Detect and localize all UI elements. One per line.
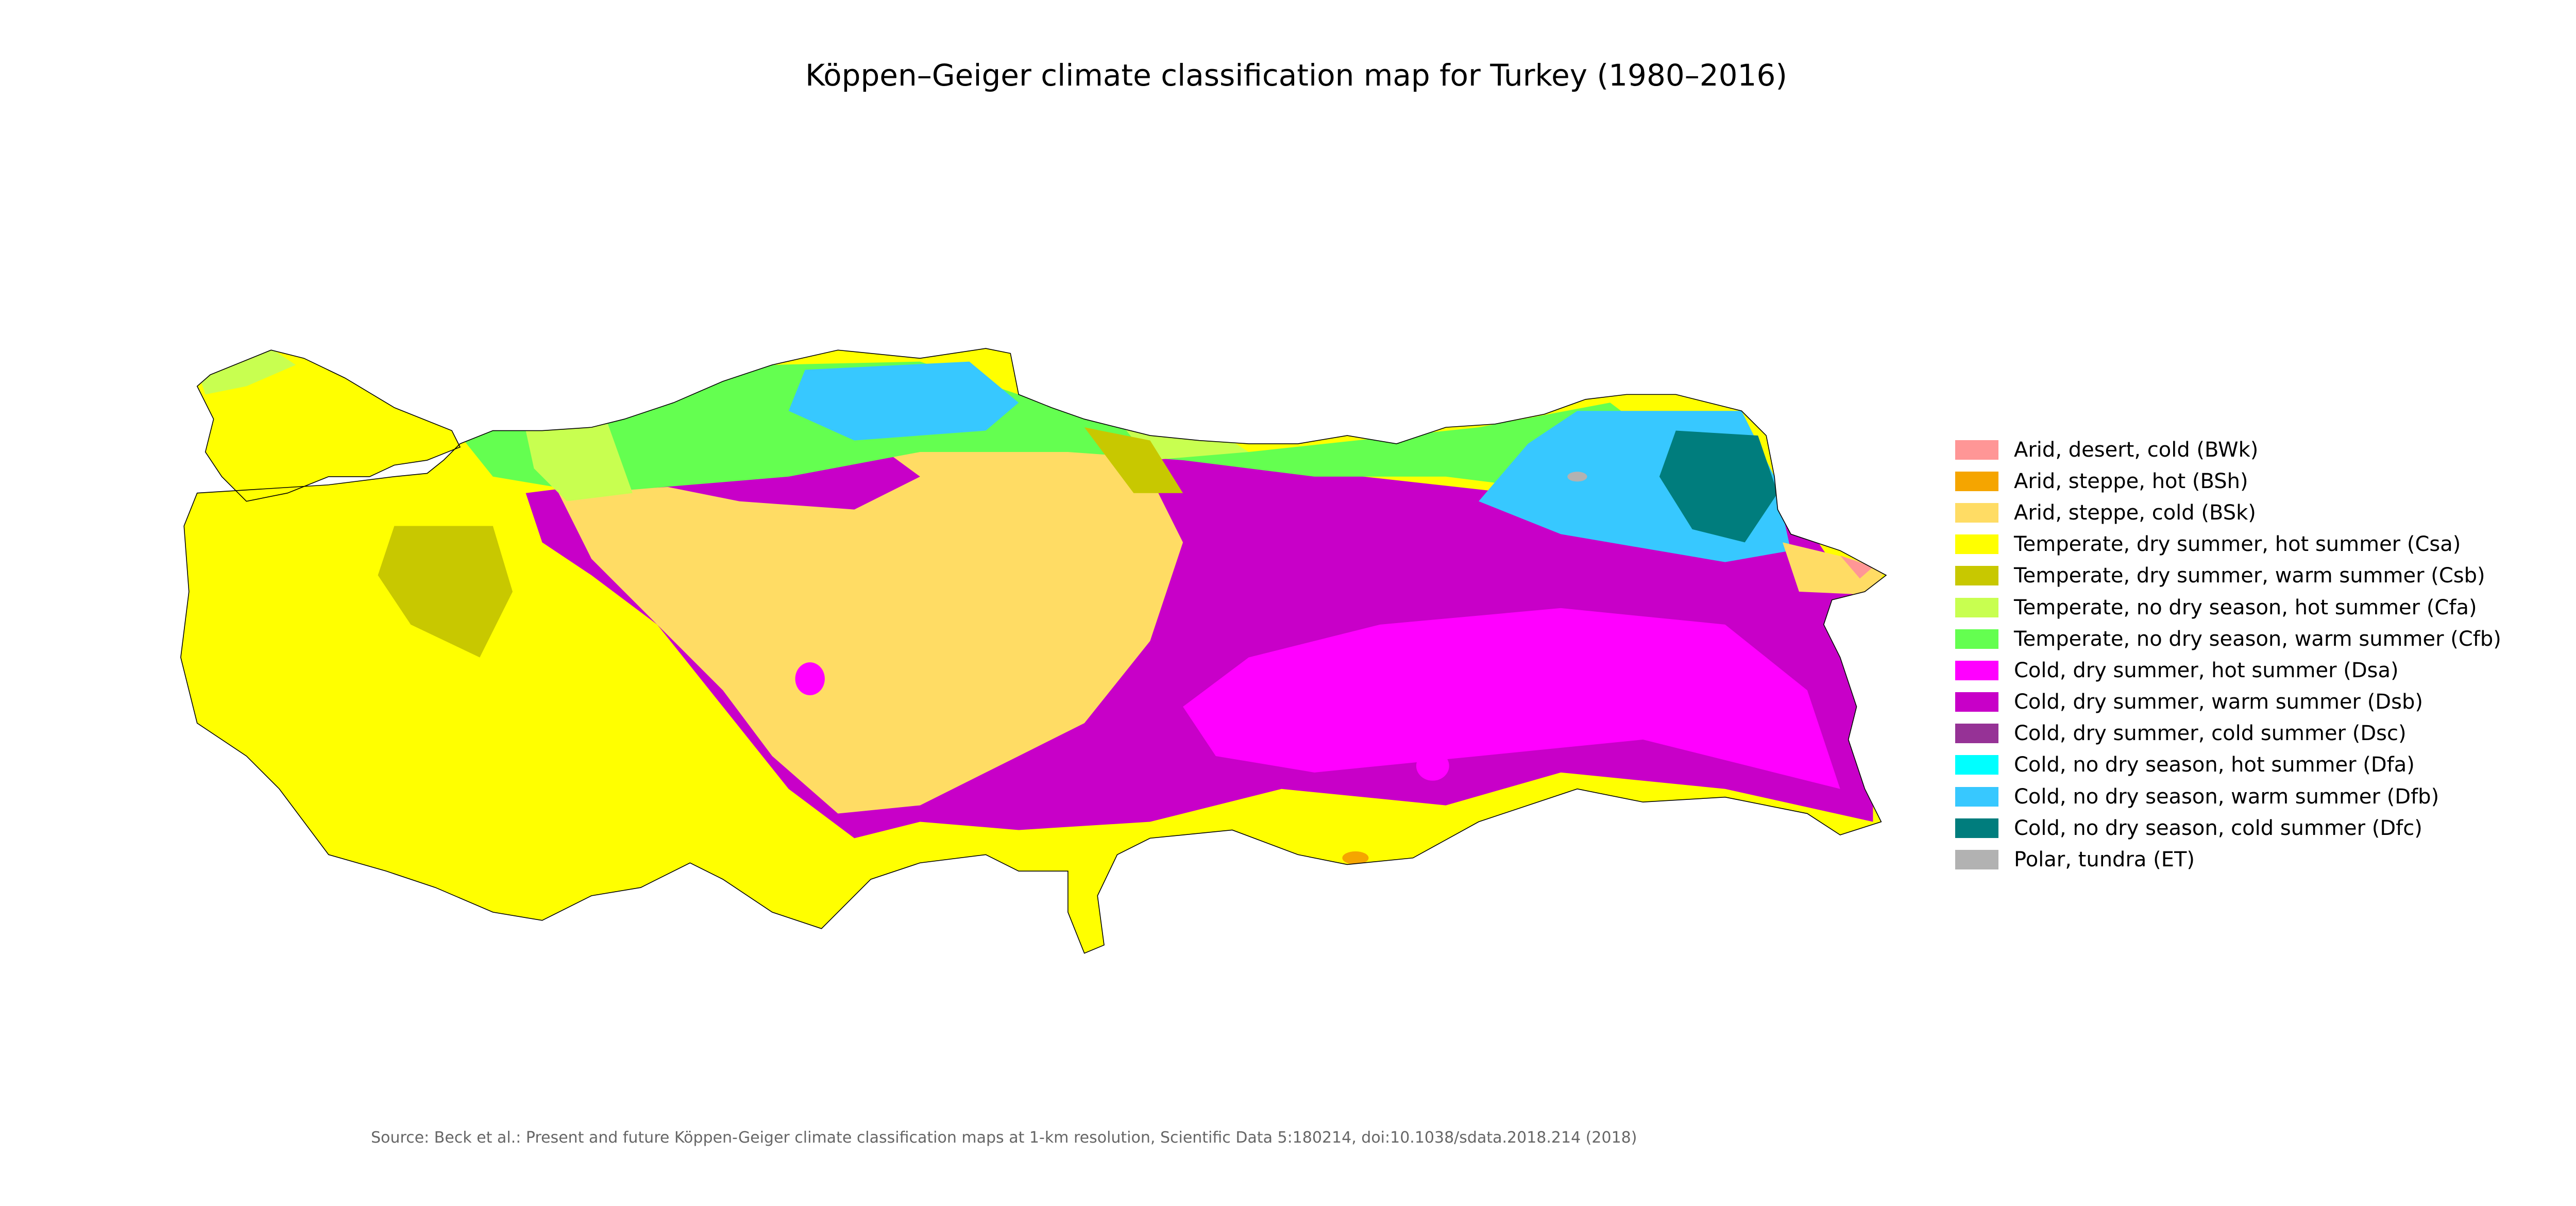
legend-swatch	[1955, 660, 1998, 680]
legend-item-csb: Temperate, dry summer, warm summer (Csb)	[1955, 560, 2501, 592]
legend-item-cfa: Temperate, no dry season, hot summer (Cf…	[1955, 592, 2501, 623]
legend-label: Cold, dry summer, warm summer (Dsb)	[2014, 690, 2423, 714]
legend-item-bsh: Arid, steppe, hot (BSh)	[1955, 465, 2501, 497]
legend-swatch	[1955, 629, 1998, 649]
legend-item-bsk: Arid, steppe, cold (BSk)	[1955, 497, 2501, 528]
legend-item-bwk: Arid, desert, cold (BWk)	[1955, 434, 2501, 465]
legend-label: Temperate, no dry season, hot summer (Cf…	[2014, 595, 2477, 619]
zone-dfc	[1659, 430, 1778, 543]
legend-label: Cold, no dry season, warm summer (Dfb)	[2014, 784, 2439, 809]
map-title: Köppen–Geiger climate classification map…	[805, 58, 1787, 93]
zone-csb-north	[1084, 427, 1183, 493]
legend-swatch	[1955, 502, 1998, 523]
legend-label: Arid, desert, cold (BWk)	[2014, 438, 2259, 462]
legend-swatch	[1955, 440, 1998, 460]
legend-item-dsa: Cold, dry summer, hot summer (Dsa)	[1955, 655, 2501, 686]
zone-cfb	[460, 361, 1643, 493]
legend-label: Cold, dry summer, hot summer (Dsa)	[2014, 658, 2399, 682]
zone-dsa	[1183, 608, 1840, 789]
zone-bsk	[558, 424, 1183, 814]
legend: Arid, desert, cold (BWk) Arid, steppe, ho…	[1955, 434, 2501, 876]
zone-dfb	[788, 361, 1019, 441]
legend-label: Temperate, no dry season, warm summer (C…	[2014, 627, 2501, 651]
zone-bwk	[1840, 555, 1873, 579]
zone-dsa-patch	[1416, 751, 1449, 781]
legend-swatch	[1955, 786, 1998, 807]
legend-swatch	[1955, 566, 1998, 586]
legend-swatch	[1955, 534, 1998, 555]
legend-item-dfc: Cold, no dry season, cold summer (Dfc)	[1955, 812, 2501, 844]
legend-swatch	[1955, 692, 1998, 712]
legend-label: Cold, no dry season, cold summer (Dfc)	[2014, 816, 2422, 840]
zone-dsa-patch	[795, 662, 825, 695]
legend-label: Temperate, dry summer, hot summer (Csa)	[2014, 532, 2461, 557]
legend-label: Cold, dry summer, cold summer (Dsc)	[2014, 722, 2406, 746]
legend-item-dsb: Cold, dry summer, warm summer (Dsb)	[1955, 686, 2501, 718]
zone-bsh	[1342, 851, 1369, 865]
legend-label: Temperate, dry summer, warm summer (Csb)	[2014, 564, 2485, 588]
legend-item-dfb: Cold, no dry season, warm summer (Dfb)	[1955, 781, 2501, 812]
legend-swatch	[1955, 597, 1998, 617]
legend-item-csa: Temperate, dry summer, hot summer (Csa)	[1955, 529, 2501, 560]
legend-label: Polar, tundra (ET)	[2014, 848, 2195, 872]
legend-item-dfa: Cold, no dry season, hot summer (Dfa)	[1955, 749, 2501, 781]
zone-et	[1567, 472, 1587, 482]
legend-item-cfb: Temperate, no dry season, warm summer (C…	[1955, 623, 2501, 655]
legend-item-et: Polar, tundra (ET)	[1955, 844, 2501, 875]
legend-label: Arid, steppe, cold (BSk)	[2014, 500, 2256, 525]
legend-item-dsc: Cold, dry summer, cold summer (Dsc)	[1955, 718, 2501, 749]
zone-bsk-ne	[1783, 542, 1886, 595]
thrace-outline	[196, 349, 461, 502]
zone-cfa	[526, 424, 633, 501]
legend-swatch	[1955, 755, 1998, 775]
legend-swatch	[1955, 850, 1998, 870]
legend-label: Arid, steppe, hot (BSh)	[2014, 469, 2248, 493]
legend-label: Cold, no dry season, hot summer (Dfa)	[2014, 753, 2415, 777]
legend-swatch	[1955, 818, 1998, 838]
zone-csb	[378, 526, 513, 658]
zone-cfa-thrace	[197, 348, 296, 395]
legend-swatch	[1955, 724, 1998, 744]
anatolia-outline	[180, 348, 1887, 954]
source-note: Source: Beck et al.: Present and future …	[371, 1129, 1637, 1147]
legend-swatch	[1955, 471, 1998, 491]
